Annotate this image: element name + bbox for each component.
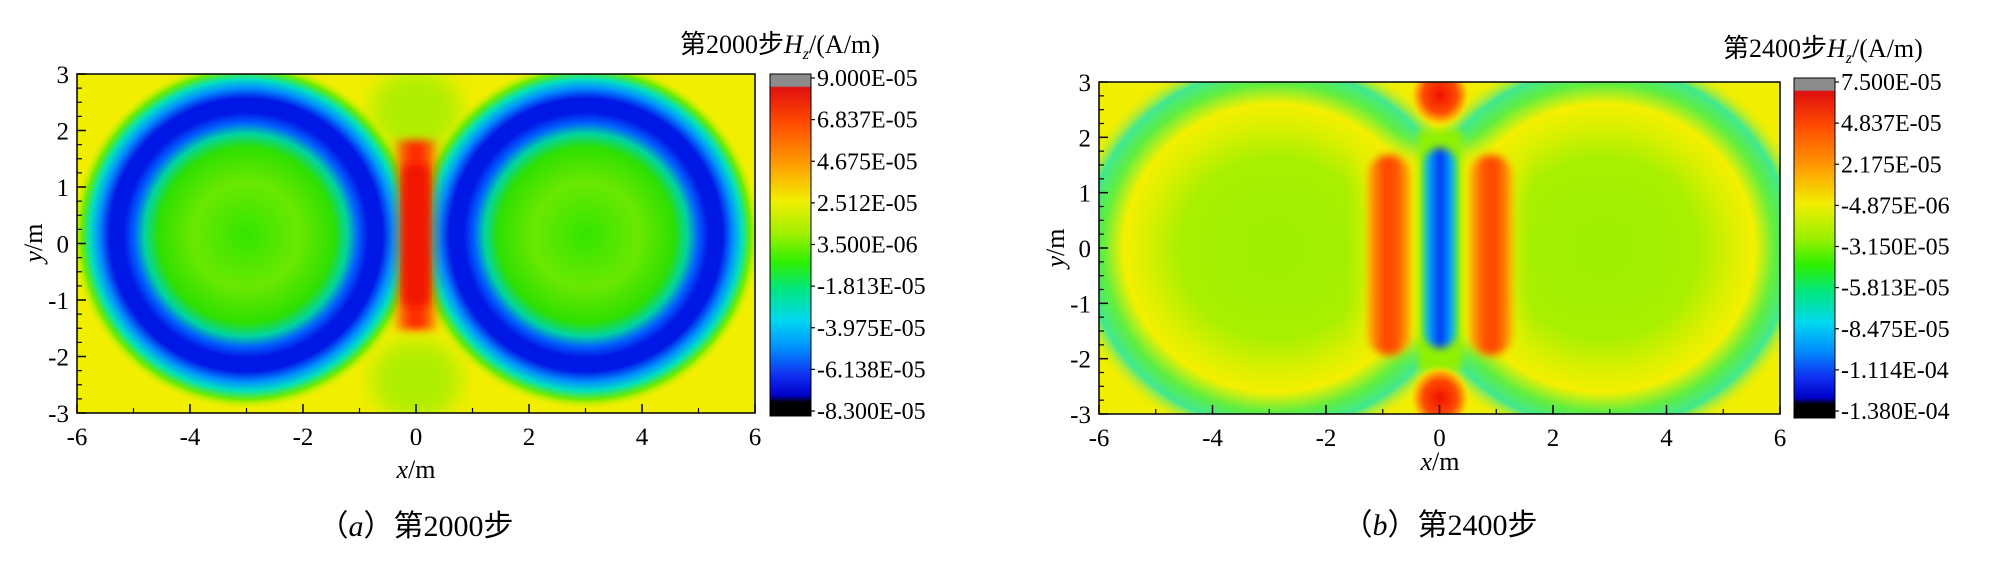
- heatmap-a-ytick-label: -1: [48, 288, 69, 315]
- heatmap-b-xtick-label: 6: [1774, 425, 1787, 452]
- heatmap-b-xtick-label: -6: [1089, 425, 1110, 452]
- colorbar-b-labels: 7.500E-05 4.837E-05 2.175E-05 -4.875E-06 -3.…: [1835, 70, 1950, 425]
- heatmap-a-xtick-label: 2: [523, 424, 536, 451]
- heatmap-a-xlabel: x/m: [396, 455, 436, 484]
- heatmap-b-ylabel: y/m: [1041, 229, 1070, 271]
- colorbar-a: [769, 73, 812, 417]
- heatmap-a-xtick-label: 0: [410, 424, 423, 451]
- heatmap-b-ytick-label: -2: [1070, 347, 1091, 374]
- colorbar-a-label: -8.300E-05: [817, 399, 926, 425]
- colorbar-b-label: 7.500E-05: [1841, 70, 1942, 96]
- colorbar-a-label: 9.000E-05: [817, 66, 918, 92]
- heatmap-b-xtick-label: -2: [1316, 425, 1337, 452]
- colorbar-b-label: -1.114E-04: [1841, 358, 1949, 384]
- heatmap-b-xtick-label: 4: [1660, 425, 1673, 452]
- colorbar-a-label: -3.975E-05: [817, 316, 926, 342]
- caption-b: （b）第2400步: [1343, 509, 1538, 542]
- heatmap-a-ytick-label: 0: [57, 232, 70, 259]
- heatmap-a-ytick-label: 2: [57, 119, 70, 146]
- heatmap-b-xlabel: x/m: [1420, 447, 1460, 476]
- heatmap-a-xtick-label: 6: [749, 424, 762, 451]
- colorbar-b-label: -4.875E-06: [1841, 193, 1950, 219]
- colorbar-b-label: 2.175E-05: [1841, 152, 1942, 178]
- heatmap-b-ytick-label: 0: [1079, 236, 1092, 263]
- heatmap-b-ytick-label: -3: [1070, 402, 1091, 429]
- heatmap-a-xtick-label: -4: [180, 424, 201, 451]
- heatmap-b-xtick-label: 0: [1433, 425, 1446, 452]
- heatmap-a-ytick-label: -3: [48, 401, 69, 428]
- colorbar-b-label: -1.380E-04: [1841, 399, 1950, 425]
- heatmap-a-ytick-label: 3: [57, 62, 70, 89]
- colorbar-b-label: -3.150E-05: [1841, 235, 1950, 261]
- colorbar-a-label: -6.138E-05: [817, 357, 926, 383]
- heatmap-a-axes: -6 -4 -2 0 2 4 6 -3 -2 -1 0 1 2 3: [48, 62, 761, 451]
- heatmap-a-field: [77, 74, 755, 413]
- colorbar-a-label: 4.675E-05: [817, 149, 918, 175]
- colorbar-b-label: -8.475E-05: [1841, 317, 1950, 343]
- heatmap-a-xtick-label: 4: [636, 424, 649, 451]
- colorbar-b-label: 4.837E-05: [1841, 111, 1942, 137]
- colorbar-a-title: 第2000步Hz/(A/m): [680, 30, 880, 63]
- heatmap-a-ytick-label: -2: [48, 345, 69, 372]
- colorbar-b-label: -5.813E-05: [1841, 276, 1950, 302]
- heatmap-b-ytick-label: 1: [1079, 181, 1092, 208]
- heatmap-a-ytick-label: 1: [57, 175, 70, 202]
- colorbar-a-label: 3.500E-06: [817, 233, 918, 259]
- heatmap-b-axes: -6 -4 -2 0 2 4 6 -3 -2 -1 0 1 2 3: [1070, 70, 1786, 452]
- colorbar-b: [1793, 77, 1836, 419]
- colorbar-b-title: 第2400步Hz/(A/m): [1723, 34, 1923, 67]
- heatmap-a-ylabel: y/m: [19, 224, 48, 266]
- heatmap-b-xtick-label: -4: [1202, 425, 1223, 452]
- colorbar-a-label: 6.837E-05: [817, 108, 918, 134]
- heatmap-b-ytick-label: 3: [1079, 70, 1092, 97]
- heatmap-b-xtick-label: 2: [1547, 425, 1560, 452]
- caption-a: （a）第2000步: [319, 510, 514, 543]
- heatmap-a-xtick-label: -2: [293, 424, 314, 451]
- heatmap-a-xtick-label: -6: [67, 424, 88, 451]
- heatmap-b-ytick-label: -1: [1070, 291, 1091, 318]
- colorbar-a-label: 2.512E-05: [817, 191, 918, 217]
- colorbar-a-label: -1.813E-05: [817, 274, 926, 300]
- heatmap-b-ytick-label: 2: [1079, 125, 1092, 152]
- colorbar-a-labels: 9.000E-05 6.837E-05 4.675E-05 2.512E-05 3.50…: [811, 66, 926, 425]
- heatmap-b-field: [1099, 82, 1780, 414]
